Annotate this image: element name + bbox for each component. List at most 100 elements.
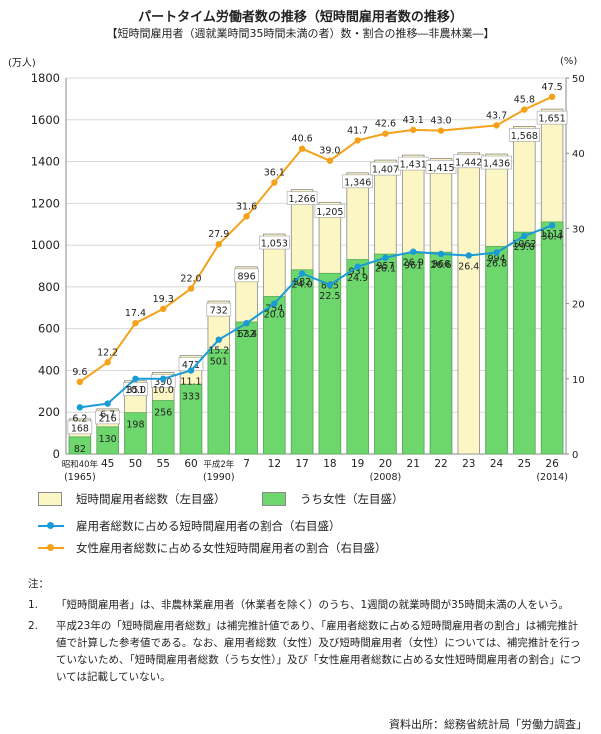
x-tick-sublabel: (1990) xyxy=(203,472,235,483)
bar-total-value: 1,431 xyxy=(400,160,427,171)
legend-swatch-ratio xyxy=(38,520,64,532)
series-point-label: 22.0 xyxy=(180,274,201,285)
series-point xyxy=(326,157,334,164)
bar-total-value-box xyxy=(259,235,290,250)
note-number: 2. xyxy=(28,620,39,632)
y-axis-unit: (万人) xyxy=(8,57,36,69)
x-tick-label: 50 xyxy=(129,458,142,470)
series-point-label: 6.7 xyxy=(100,410,115,421)
series-point xyxy=(410,248,417,255)
series-point-label: 26.1 xyxy=(375,264,396,275)
x-tick-label: 25 xyxy=(518,458,531,470)
y-tick-label: 200 xyxy=(38,405,60,419)
bar-total-value: 1,442 xyxy=(455,157,482,168)
series-point xyxy=(298,270,306,277)
series-point-label: 17.4 xyxy=(125,308,146,319)
x-tick-label: 45 xyxy=(101,458,114,470)
series-point-label: 39.0 xyxy=(319,146,340,157)
series-point-label: 11.1 xyxy=(180,377,201,388)
y-tick-label: 400 xyxy=(38,363,60,377)
series-point xyxy=(76,378,84,386)
series-point xyxy=(382,130,389,137)
bar-total-value-box xyxy=(234,268,259,283)
y2-tick-label: 0 xyxy=(572,450,578,461)
note-text: 「短時間雇用者」は、非農林業雇用者（休業者を除く）のうち、1週間の就業時間が35… xyxy=(56,599,569,611)
bar-female-value: 754 xyxy=(265,303,283,314)
y-tick-label: 800 xyxy=(38,280,60,294)
bar-female-value: 1111 xyxy=(540,229,564,240)
series-point-label: 45.8 xyxy=(514,95,535,106)
series-point xyxy=(76,404,84,411)
x-tick-sublabel: (2008) xyxy=(370,472,402,483)
bar-total-value: 390 xyxy=(154,377,172,388)
legend-label-female: うち女性（左目盛） xyxy=(300,492,404,506)
x-tick-label: 20 xyxy=(379,458,392,470)
bar-female-value: 994 xyxy=(487,253,505,264)
bar-female xyxy=(96,426,119,455)
bar-female xyxy=(429,251,453,455)
series-point xyxy=(160,375,167,382)
bar-total-value-box xyxy=(342,174,373,189)
series-line xyxy=(79,95,553,383)
series-point-label: 40.6 xyxy=(292,134,313,145)
bar-total-value: 1,205 xyxy=(316,207,343,218)
x-tick-label: 26 xyxy=(545,458,559,470)
series-point-label: 30.4 xyxy=(542,231,563,242)
legend-total-bar: 短時間雇用者総数（左目盛） xyxy=(38,491,226,507)
bar-female-value: 961 xyxy=(404,260,422,271)
bar-female-value: 632 xyxy=(237,329,255,340)
y-tick-label: 1000 xyxy=(31,238,60,252)
series-point xyxy=(465,252,472,259)
x-tick-sublabel: (1965) xyxy=(64,472,96,483)
bar-total-value: 1,651 xyxy=(539,114,566,125)
bar-female xyxy=(235,321,258,455)
bar-total-value-box xyxy=(481,155,512,170)
bar-total-value-box xyxy=(95,410,120,425)
series-point-label: 6.2 xyxy=(72,413,87,424)
series-point xyxy=(548,222,556,229)
bar-total-value-box xyxy=(314,203,346,218)
bar-total-value: 1,568 xyxy=(511,131,538,142)
series-point xyxy=(215,240,222,248)
series-point-label: 41.7 xyxy=(347,125,368,136)
bar-total-value: 896 xyxy=(237,271,255,282)
series-point-label: 9.6 xyxy=(72,367,87,378)
bar-female xyxy=(540,221,564,455)
series-point-label: 24.9 xyxy=(347,273,368,284)
x-tick-label: 60 xyxy=(184,458,197,470)
series-point xyxy=(354,263,361,270)
series-point xyxy=(521,232,528,240)
series-point xyxy=(132,319,139,327)
note-text: 平成23年の「短時間雇用者総数」は補完推計値であり、「雇用者総数に占める短時間雇… xyxy=(56,620,581,683)
bar-total-value: 1,407 xyxy=(372,165,399,176)
series-point xyxy=(437,250,445,258)
series-point xyxy=(493,249,500,256)
legend-swatch-female-ratio xyxy=(38,542,64,554)
bar-total-value: 216 xyxy=(99,413,117,424)
chart-title: パートタイム労働者数の推移（短時間雇用者数の推移） xyxy=(138,10,463,25)
series-point-label: 22.5 xyxy=(319,291,340,302)
bar-total-value-box xyxy=(509,128,540,142)
series-point xyxy=(493,122,500,129)
series-point xyxy=(437,127,445,134)
series-line xyxy=(79,224,553,409)
bar-female-value: 1062 xyxy=(512,239,536,250)
y2-tick-label: 10 xyxy=(572,375,585,386)
series-point-label: 27.9 xyxy=(208,229,229,240)
x-tick-label: 19 xyxy=(351,458,364,470)
series-point-label: 43.7 xyxy=(486,110,507,121)
series-point-label: 19.3 xyxy=(153,294,174,305)
note-item: 2. 平成23年の「短時間雇用者総数」は補完推計値であり、「雇用者総数に占める短… xyxy=(28,618,588,686)
bar-total-value-box xyxy=(536,110,568,125)
bar-total-value: 1,053 xyxy=(261,239,288,250)
y2-tick-label: 40 xyxy=(572,149,585,160)
bar-female xyxy=(290,269,314,455)
series-point xyxy=(243,213,250,220)
y-tick-label: 1200 xyxy=(31,196,60,210)
bar-total-value-box xyxy=(206,302,232,317)
chart-subtitle: 【短時間雇用者（週就業時間35時間未満の者）数・割合の推移―非農林業―】 xyxy=(106,27,495,40)
series-point xyxy=(187,367,195,374)
x-tick-label: 21 xyxy=(407,458,420,470)
series-point-label: 10.0 xyxy=(153,385,174,396)
bar-total-value-box xyxy=(286,191,318,205)
